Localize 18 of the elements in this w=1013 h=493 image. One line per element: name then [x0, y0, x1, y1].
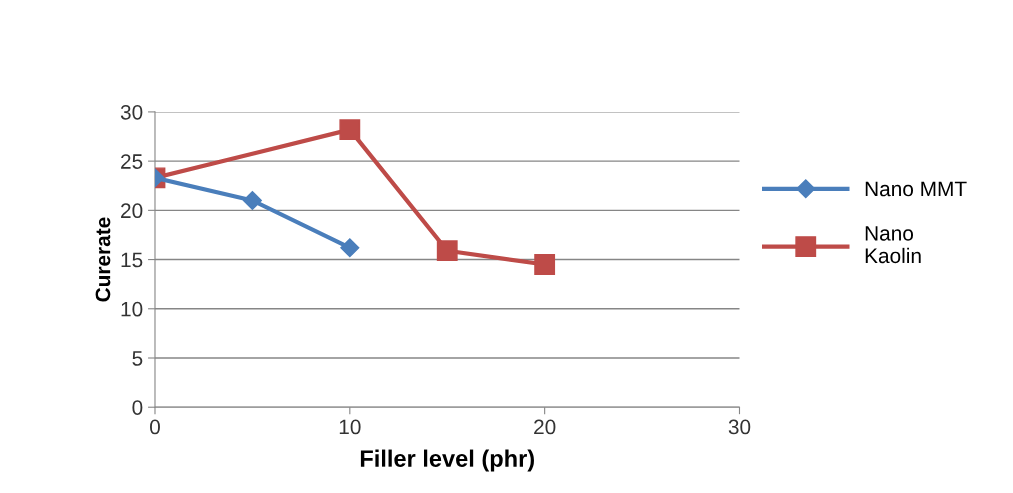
legend-label: Nano MMT [865, 181, 967, 197]
y-tick-label: 5 [132, 351, 143, 366]
point [339, 119, 361, 141]
y-tick-label: 10 [121, 301, 143, 317]
y-tick-label: 25 [121, 154, 143, 169]
y-tick-label: 30 [120, 104, 143, 120]
y-axis-title: Curerate [95, 217, 111, 302]
x-axis-title: Filler level (phr) [360, 449, 534, 472]
y-tick-label: 20 [121, 203, 143, 219]
legend-label: Nano Kaolin [865, 226, 921, 264]
point [340, 238, 360, 258]
x-tick-label: 10 [339, 419, 361, 435]
y-tick-label: 15 [121, 252, 143, 268]
y-tick-label: 0 [132, 400, 143, 415]
x-tick-label: 30 [728, 419, 751, 435]
point [436, 240, 458, 262]
x-tick-label: 20 [534, 419, 556, 435]
x-tick-label: 0 [150, 419, 160, 435]
